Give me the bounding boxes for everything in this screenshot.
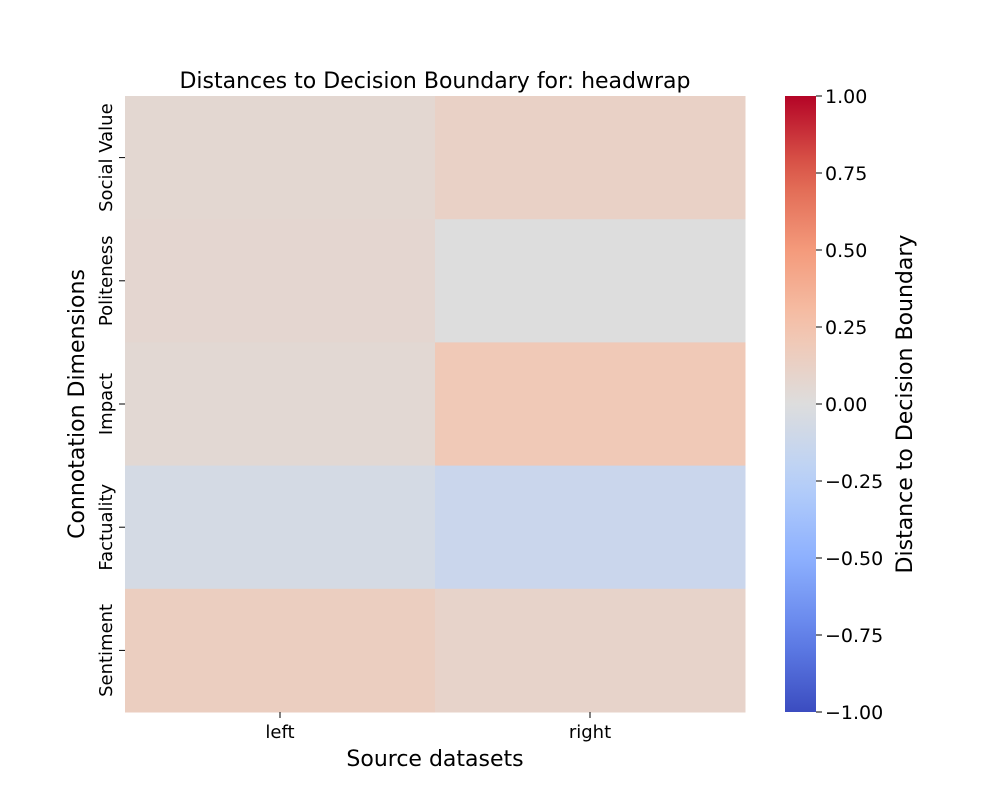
colorbar-label: Distance to Decision Boundary	[893, 235, 918, 574]
x-axis-ticks: left right	[265, 712, 611, 743]
heatmap-cell	[125, 588, 436, 713]
colorbar-tick-label: −0.75	[825, 625, 883, 647]
x-tick-label: right	[569, 722, 611, 743]
chart-title: Distances to Decision Boundary for: head…	[179, 69, 690, 94]
colorbar-tick-label: 0.50	[825, 240, 867, 262]
colorbar-tick-label: 0.00	[825, 394, 867, 416]
colorbar-tick-label: 0.25	[825, 317, 867, 339]
colorbar-gradient	[785, 96, 816, 712]
heatmap-cell	[435, 465, 746, 590]
heatmap-cell	[435, 342, 746, 467]
colorbar-tick-label: 0.75	[825, 163, 867, 185]
heatmap-cells	[125, 96, 746, 713]
x-tick-label: left	[265, 722, 294, 743]
heatmap-cell	[435, 96, 746, 220]
heatmap-cell	[125, 96, 436, 220]
colorbar-tick-label: −0.50	[825, 548, 883, 570]
y-axis-label: Connotation Dimensions	[65, 269, 90, 539]
colorbar-tick-label: 1.00	[825, 86, 867, 108]
x-axis-label: Source datasets	[346, 747, 523, 772]
colorbar-tick-label: −1.00	[825, 702, 883, 724]
y-tick-label: Politeness	[96, 235, 117, 326]
heatmap-cell	[125, 465, 436, 590]
heatmap-cell	[125, 219, 436, 343]
y-axis-ticks: Social Value Politeness Impact Factuality Se…	[96, 103, 125, 697]
y-tick-label: Social Value	[96, 103, 117, 212]
heatmap-cell	[125, 342, 436, 467]
heatmap-cell	[435, 588, 746, 713]
heatmap-cell	[435, 219, 746, 343]
y-tick-label: Sentiment	[96, 604, 117, 697]
colorbar: 1.00 0.75 0.50 0.25 0.00 −0.25 −0.50 −0.75 −1.00…	[785, 86, 918, 724]
y-tick-label: Impact	[96, 373, 117, 435]
colorbar-ticks: 1.00 0.75 0.50 0.25 0.00 −0.25 −0.50 −0.75 −1.00	[816, 86, 883, 724]
y-tick-label: Factuality	[96, 483, 117, 570]
colorbar-tick-label: −0.25	[825, 471, 883, 493]
